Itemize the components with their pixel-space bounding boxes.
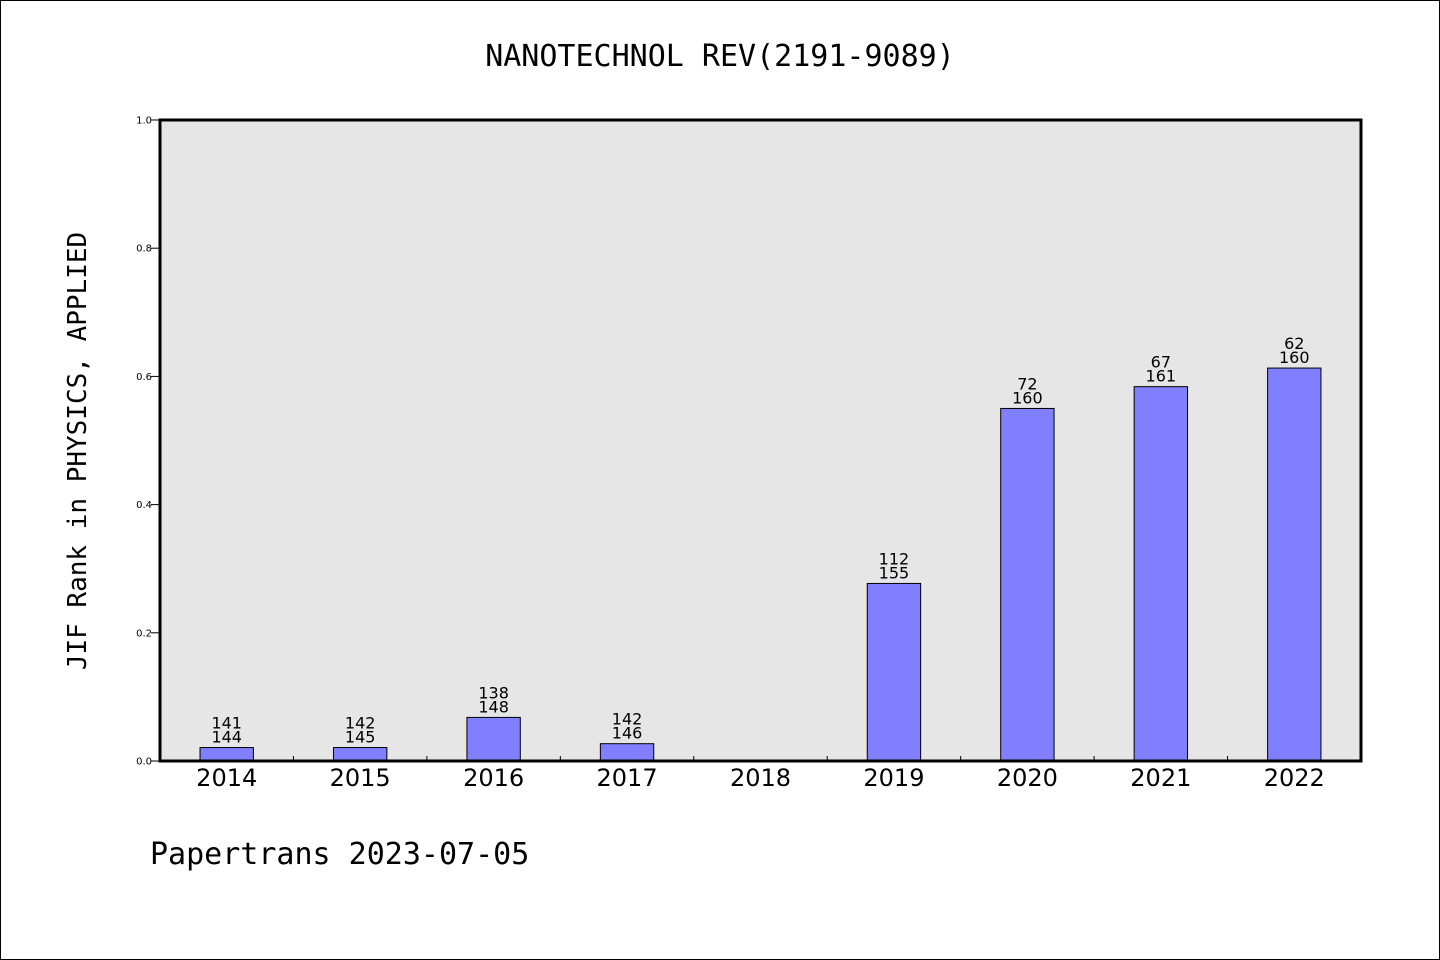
x-tick-label: 2020 (997, 764, 1058, 792)
x-tick-label: 2017 (597, 764, 658, 792)
y-tick-label: 1.0 (136, 116, 152, 127)
y-tick-label: 0.8 (136, 244, 152, 255)
bar-total-label: 145 (345, 728, 376, 747)
bar-2016 (466, 716, 521, 762)
bar-total-label: 155 (879, 563, 910, 582)
bar-rank-label: 138 (478, 683, 509, 702)
x-tick-label: 2019 (863, 764, 924, 792)
y-tick-label: 0.0 (136, 757, 152, 768)
bar-2021 (1133, 386, 1189, 762)
footer-text: Papertrans 2023-07-05 (150, 837, 529, 872)
chart-title: NANOTECHNOL REV(2191-9089) (485, 39, 955, 74)
bar-2019 (866, 582, 922, 762)
bar-rank-label: 141 (211, 714, 242, 733)
bar-rank-label: 72 (1017, 374, 1037, 393)
bar-rank-label: 67 (1151, 353, 1171, 372)
bar-total-label: 160 (1012, 388, 1043, 407)
bar-2020 (1000, 407, 1055, 762)
bar-total-label: 144 (211, 728, 242, 747)
bars-layer: 1411441421451381481421461121557216067161… (199, 334, 1322, 762)
bar-rank-label: 142 (612, 710, 643, 729)
bar-total-label: 148 (478, 697, 509, 716)
bar-2022 (1267, 367, 1322, 762)
bar-rank-label: 62 (1284, 334, 1304, 353)
y-tick-label: 0.6 (136, 372, 152, 383)
bar-total-label: 161 (1146, 367, 1177, 386)
x-tick-label: 2016 (463, 764, 524, 792)
x-tick-label: 2018 (730, 764, 791, 792)
ticks-layer: 0.0 0.2 0.4 0.6 0.8 1.0 2014 2015 2016 2017 2018 20… (136, 116, 1325, 793)
y-tick-label: 0.2 (136, 628, 152, 639)
x-tick-label: 2022 (1264, 764, 1325, 792)
bar-total-label: 146 (612, 724, 643, 743)
bar-rank-label: 112 (879, 549, 910, 568)
bar-2015 (332, 747, 388, 762)
x-tick-label: 2015 (330, 764, 391, 792)
bar-2017 (599, 743, 655, 762)
x-tick-label: 2021 (1130, 764, 1191, 792)
bar-2014 (199, 747, 254, 762)
y-axis-label: JIF Rank in PHYSICS, APPLIED (63, 232, 93, 670)
bar-rank-label: 142 (345, 714, 376, 733)
bar-total-label: 160 (1279, 348, 1310, 367)
y-tick-label: 0.4 (136, 500, 152, 511)
x-tick-label: 2014 (196, 764, 257, 792)
plot-border (158, 118, 1363, 763)
